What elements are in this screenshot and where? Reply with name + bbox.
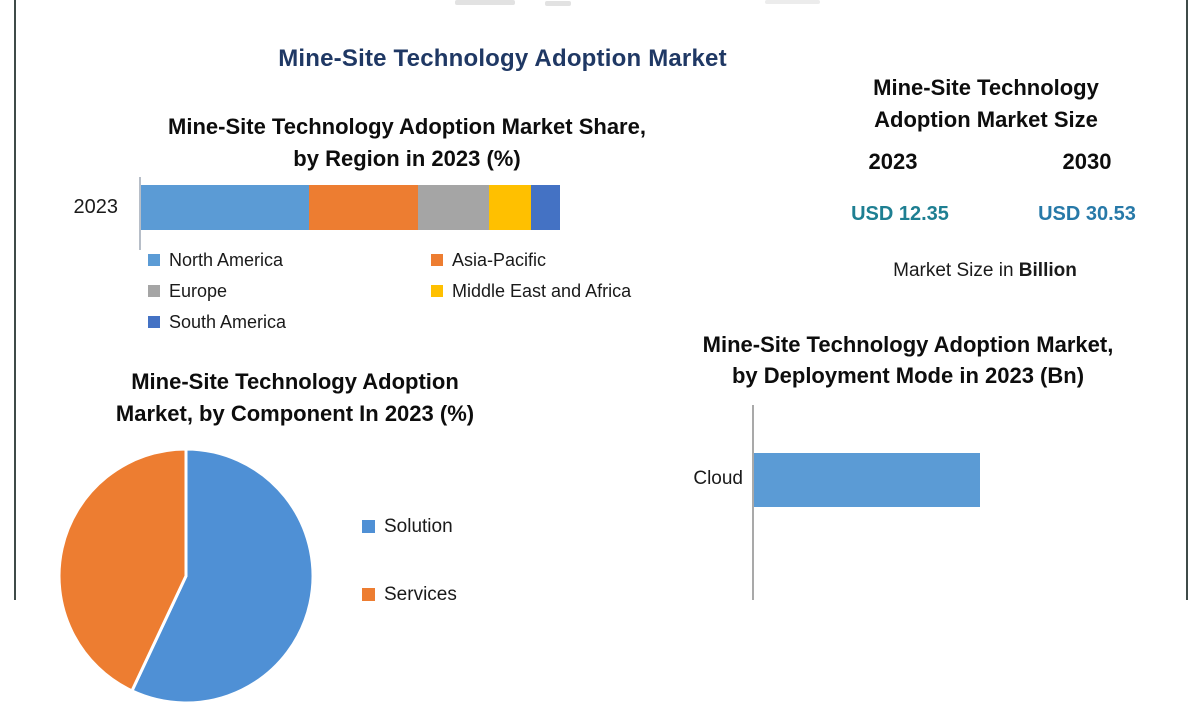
- region-axis-category-label: 2023: [73, 196, 119, 218]
- market-size-title-line1: Mine-Site Technology: [873, 75, 1099, 100]
- bar-segment-middle-east-africa: [488, 185, 531, 230]
- legend-swatch-icon: [362, 520, 375, 533]
- deployment-category-axis-line: [752, 405, 754, 600]
- legend-swatch-icon: [148, 254, 160, 266]
- bar-segment-south-america: [530, 185, 560, 230]
- deployment-chart-title: Mine-Site Technology Adoption Market, by…: [658, 329, 1158, 391]
- cropped-text-artifact: [455, 0, 515, 5]
- bar-segment-europe: [417, 185, 489, 230]
- component-chart-title-line2: Market, by Component In 2023 (%): [115, 401, 475, 426]
- market-size-value-2023: USD 12.35: [851, 203, 949, 225]
- region-stacked-bar: [141, 185, 560, 230]
- legend-label: Europe: [169, 281, 228, 301]
- page-title: Mine-Site Technology Adoption Market: [278, 45, 727, 72]
- deployment-plot-area: [754, 453, 1164, 507]
- bar-segment-north-america: [141, 185, 309, 230]
- frame-border-left: [14, 0, 16, 600]
- component-pie-svg: [57, 447, 315, 705]
- legend-label: South America: [169, 312, 287, 332]
- deployment-chart-title-line1: Mine-Site Technology Adoption Market,: [702, 332, 1114, 357]
- legend-label: North America: [169, 250, 284, 270]
- pie-legend-item-services: Services: [362, 584, 457, 606]
- legend-item-middle-east-africa: Middle East and Africa: [431, 280, 631, 311]
- legend-swatch-icon: [431, 285, 443, 297]
- legend-label: Asia-Pacific: [452, 250, 547, 270]
- frame-border-right: [1186, 0, 1188, 600]
- cropped-text-artifact: [545, 1, 571, 6]
- market-size-title-line2: Adoption Market Size: [874, 107, 1098, 132]
- deployment-chart-title-line2: by Deployment Mode in 2023 (Bn): [731, 363, 1085, 388]
- market-size-caption-unit: Billion: [1018, 260, 1077, 281]
- legend-item-north-america: North America: [148, 249, 431, 280]
- component-chart-title-line1: Mine-Site Technology Adoption: [131, 369, 459, 394]
- legend-item-asia-pacific: Asia-Pacific: [431, 249, 631, 280]
- region-legend: North America Asia-Pacific Europe Middle…: [148, 249, 631, 342]
- region-chart-title: Mine-Site Technology Adoption Market Sha…: [107, 111, 707, 175]
- legend-swatch-icon: [148, 316, 160, 328]
- legend-item-south-america: South America: [148, 311, 431, 342]
- market-size-caption: Market Size in Billion: [810, 260, 1160, 282]
- deployment-bar-cloud: [754, 453, 980, 507]
- component-pie-chart: [56, 446, 316, 706]
- market-size-year-2023: 2023: [868, 149, 918, 174]
- legend-swatch-icon: [148, 285, 160, 297]
- region-chart-title-line2: by Region in 2023 (%): [293, 146, 521, 171]
- legend-label: Services: [384, 584, 457, 605]
- market-size-caption-prefix: Market Size in: [893, 260, 1019, 281]
- legend-swatch-icon: [362, 588, 375, 601]
- region-category-axis-line: [139, 177, 141, 250]
- legend-label: Solution: [384, 516, 453, 537]
- market-size-title: Mine-Site Technology Adoption Market Siz…: [836, 72, 1136, 136]
- legend-label: Middle East and Africa: [452, 281, 632, 301]
- market-size-value-2030: USD 30.53: [1038, 203, 1136, 225]
- infographic-canvas: { "frame": { "border_color": "#3f4b48" }…: [14, 0, 1188, 703]
- pie-legend-item-solution: Solution: [362, 516, 453, 538]
- legend-item-europe: Europe: [148, 280, 431, 311]
- market-size-year-2030: 2030: [1062, 149, 1112, 174]
- bar-segment-asia-pacific: [308, 185, 418, 230]
- region-chart-title-line1: Mine-Site Technology Adoption Market Sha…: [168, 114, 646, 139]
- legend-swatch-icon: [431, 254, 443, 266]
- component-chart-title: Mine-Site Technology Adoption Market, by…: [90, 366, 500, 430]
- cropped-text-artifact: [765, 0, 820, 4]
- deployment-category-cloud: Cloud: [693, 468, 743, 489]
